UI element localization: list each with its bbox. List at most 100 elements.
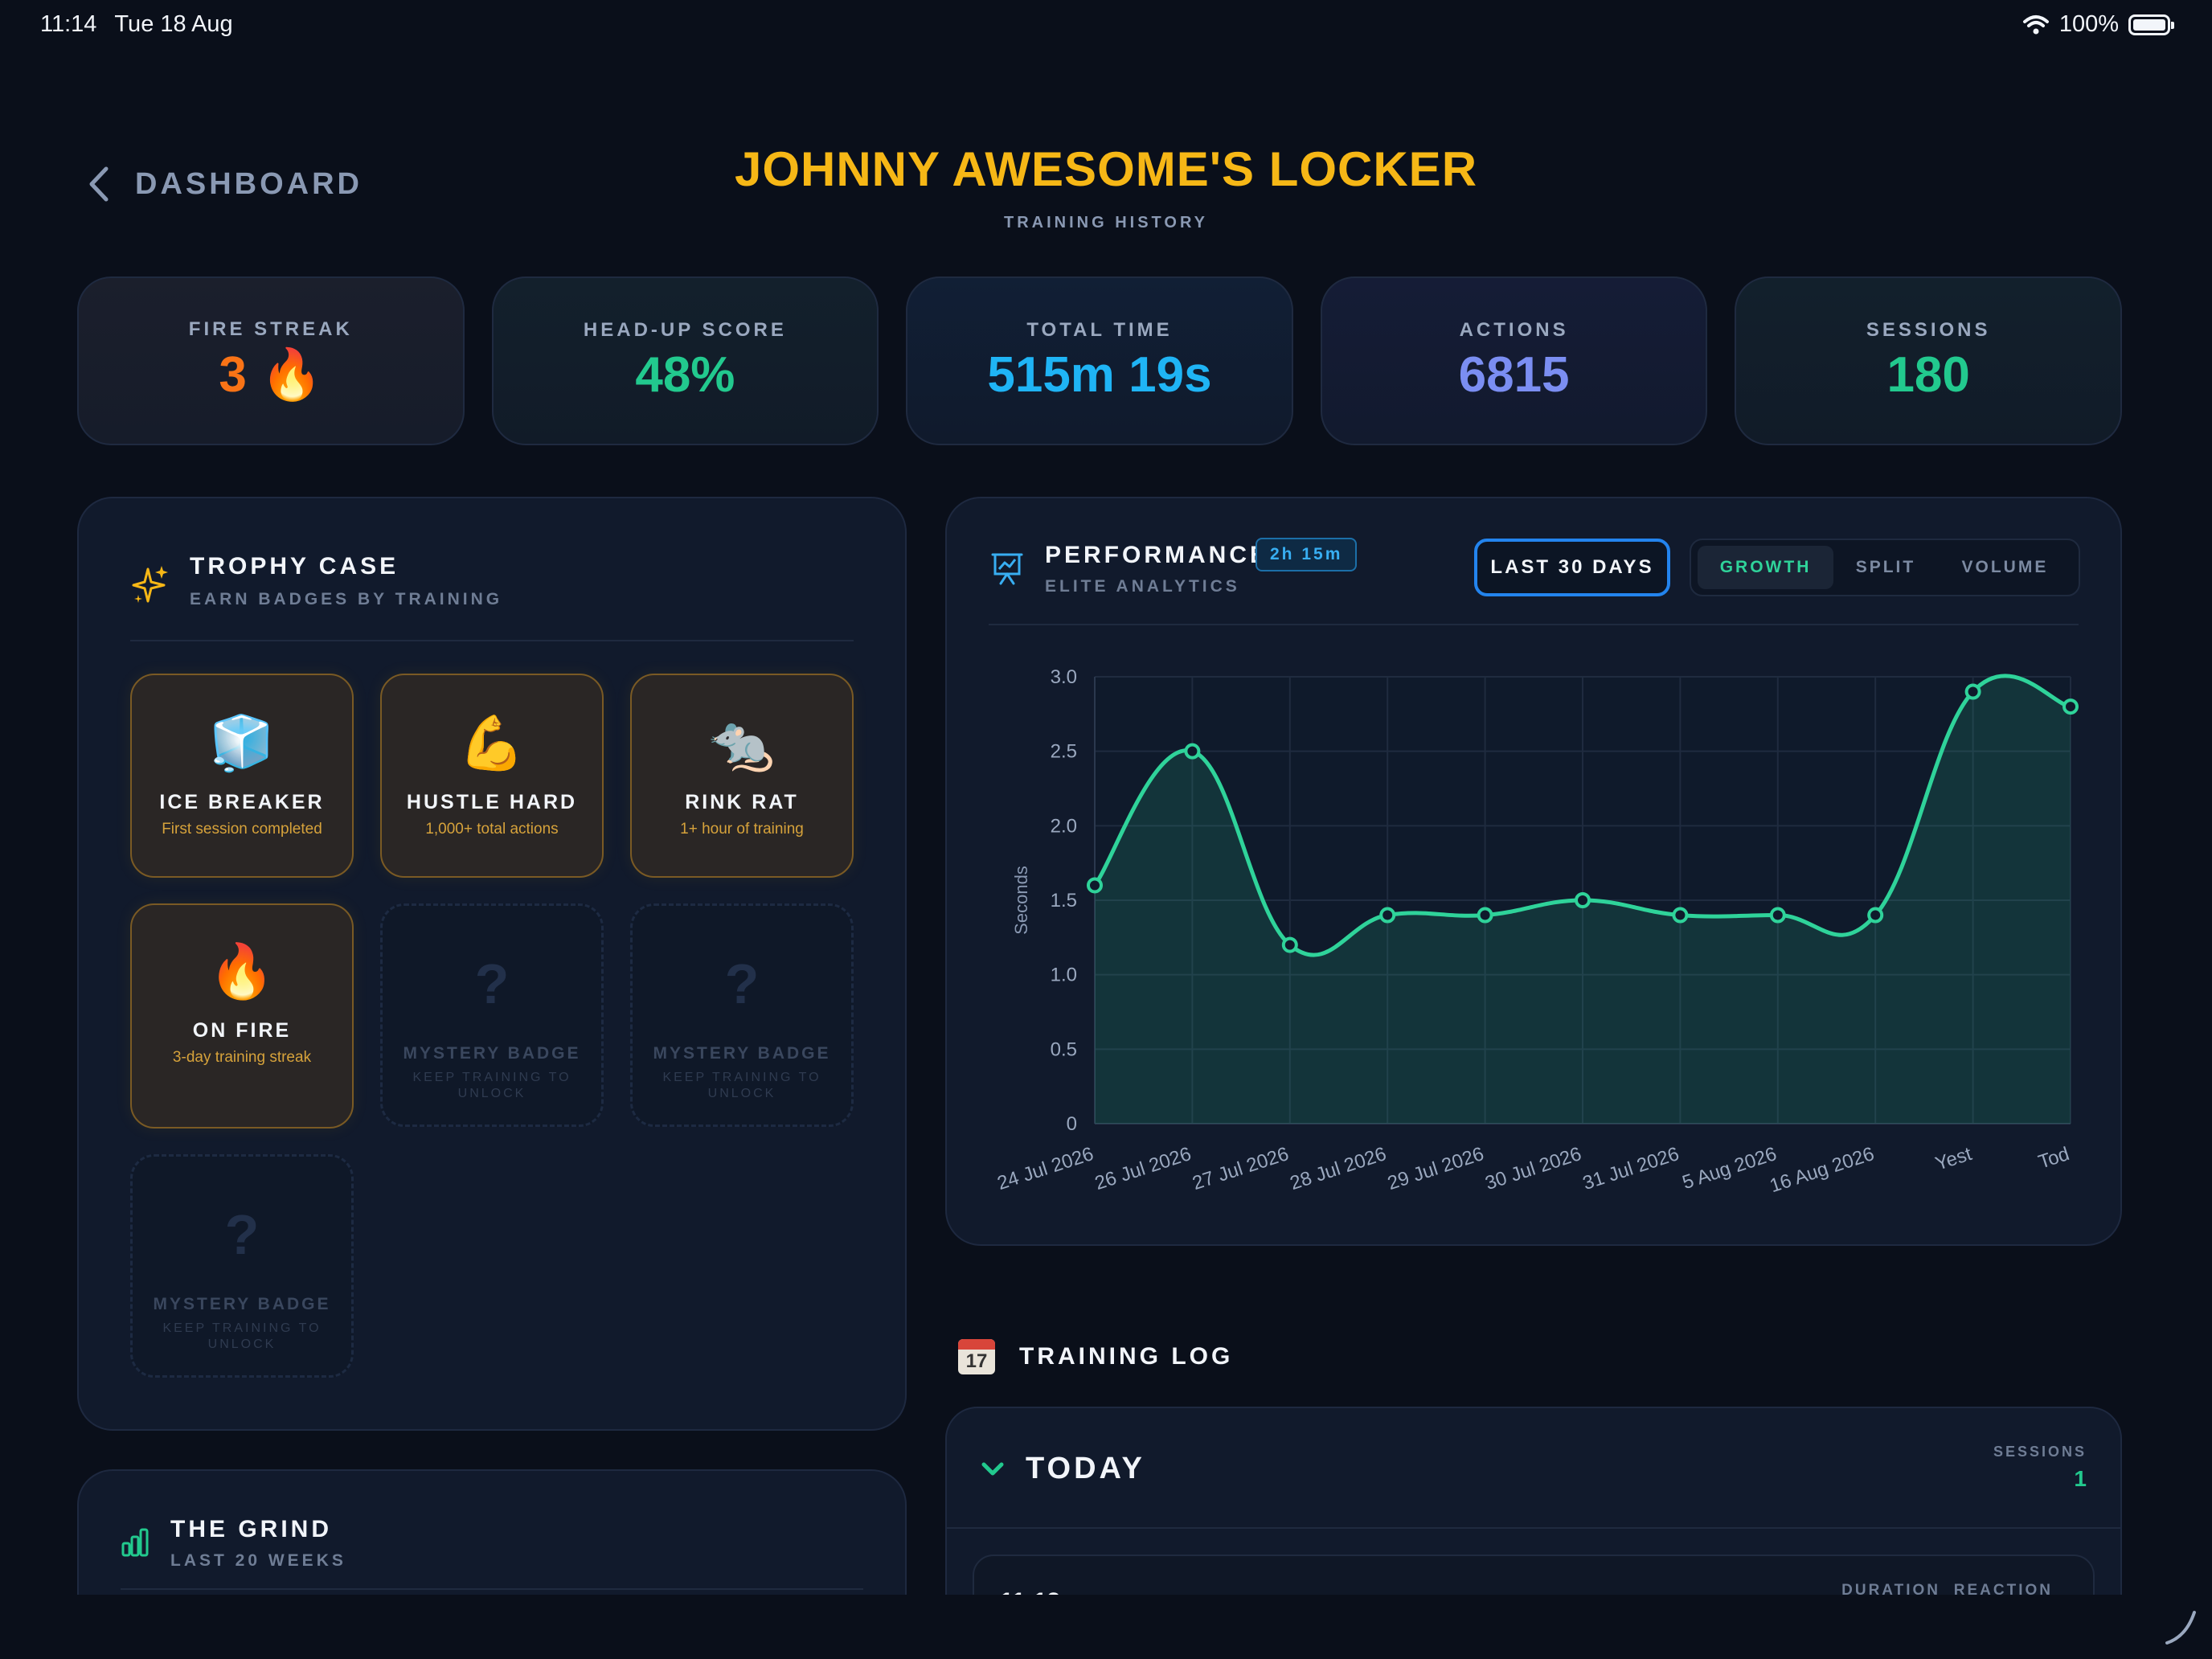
x-tick-label: 29 Jul 2026 <box>1385 1143 1486 1194</box>
badge-name: RINK RAT <box>685 791 799 813</box>
badge-name: ON FIRE <box>192 1019 292 1042</box>
page-title: JOHNNY AWESOME'S LOCKER <box>734 142 1478 196</box>
badge-name: HUSTLE HARD <box>406 791 578 813</box>
stat-value: 6815 <box>1458 346 1570 403</box>
x-tick-label: 24 Jul 2026 <box>994 1143 1096 1194</box>
y-tick-label: 0 <box>1067 1113 1077 1135</box>
y-tick-label: 3.0 <box>1051 666 1077 688</box>
badge-desc: 1,000+ total actions <box>425 821 559 838</box>
stat-value: 180 <box>1886 346 1970 403</box>
divider <box>130 640 854 641</box>
segment-volume[interactable]: VOLUME <box>1961 558 2049 576</box>
stat-label: FIRE STREAK <box>188 317 353 340</box>
x-tick-label: 31 Jul 2026 <box>1580 1143 1682 1194</box>
badge-on-fire[interactable]: 🔥 ON FIRE 3-day training streak <box>130 903 354 1129</box>
data-point <box>1477 907 1493 924</box>
divider <box>989 624 2079 625</box>
badge-mystery[interactable]: ? MYSTERY BADGE KEEP TRAINING TO UNLOCK <box>630 903 854 1127</box>
rat-icon: 🐀 <box>708 713 776 772</box>
data-point <box>1769 907 1786 924</box>
battery-icon <box>2128 14 2174 35</box>
data-point <box>1575 892 1591 908</box>
y-tick-label: 1.5 <box>1051 890 1077 911</box>
sessions-label: SESSIONS <box>1993 1444 2087 1460</box>
question-mark-icon: ? <box>224 1203 260 1266</box>
presentation-chart-icon <box>991 553 1023 585</box>
battery-percent: 100% <box>2058 11 2119 37</box>
fire-icon: 🔥 <box>208 941 276 1001</box>
stat-value: 48% <box>635 346 735 403</box>
calendar-day: 17 <box>965 1350 988 1372</box>
y-axis-label: Seconds <box>1011 866 1031 935</box>
badge-desc: KEEP TRAINING TO UNLOCK <box>662 1071 821 1100</box>
wifi-icon <box>2022 14 2049 34</box>
bottom-overlay <box>0 1595 2212 1659</box>
status-right: 100% <box>2022 11 2174 38</box>
badge-rink-rat[interactable]: 🐀 RINK RAT 1+ hour of training <box>630 674 854 878</box>
status-time: 11:14 <box>40 11 97 37</box>
stat-card-total-time: TOTAL TIME 515m 19s <box>906 276 1293 445</box>
segment-growth[interactable]: GROWTH <box>1698 546 1834 589</box>
stat-label: SESSIONS <box>1866 318 1991 341</box>
flexed-bicep-icon: 💪 <box>458 713 526 772</box>
badge-name: MYSTERY BADGE <box>153 1295 331 1313</box>
data-point <box>1964 683 1981 700</box>
y-tick-label: 2.5 <box>1051 741 1077 763</box>
y-tick-label: 1.0 <box>1051 965 1077 986</box>
data-point <box>1867 907 1884 924</box>
badge-name: MYSTERY BADGE <box>403 1044 581 1063</box>
ice-cube-icon: 🧊 <box>208 713 276 772</box>
duration-header: DURATION <box>1841 1582 1940 1599</box>
back-label: DASHBOARD <box>135 166 363 201</box>
reaction-header: REACTION <box>1953 1582 2053 1599</box>
status-date: Tue 18 Aug <box>114 11 233 37</box>
sessions-count: 1 <box>2074 1466 2087 1491</box>
data-point <box>1281 936 1298 953</box>
badge-desc: 3-day training streak <box>172 1049 312 1066</box>
badge-name: MYSTERY BADGE <box>653 1044 831 1063</box>
performance-title: PERFORMANCE <box>1045 542 1270 568</box>
stat-card-sessions: SESSIONS 180 <box>1735 276 2122 445</box>
stat-card-head-up-score: HEAD-UP SCORE 48% <box>491 276 879 445</box>
data-point <box>1672 907 1689 924</box>
sparkles-icon <box>132 566 168 603</box>
question-mark-icon: ? <box>474 952 510 1015</box>
stat-label: TOTAL TIME <box>1026 318 1173 341</box>
time-pill: 2h 15m <box>1256 538 1358 571</box>
page-subtitle: TRAINING HISTORY <box>1003 214 1208 231</box>
grind-subtitle: LAST 20 WEEKS <box>170 1551 346 1570</box>
scroll-indicator-icon <box>2165 1611 2196 1645</box>
series-area <box>1095 675 2071 1124</box>
stats-row: FIRE STREAK 3 🔥 HEAD-UP SCORE 48% TOTAL … <box>77 276 2122 445</box>
badge-ice-breaker[interactable]: 🧊 ICE BREAKER First session completed <box>130 674 354 878</box>
badge-desc: KEEP TRAINING TO UNLOCK <box>412 1071 571 1100</box>
view-segmented-control: GROWTH SPLIT VOLUME <box>1690 539 2080 596</box>
x-tick-label: 30 Jul 2026 <box>1482 1143 1583 1194</box>
data-point <box>2062 698 2079 715</box>
grind-title: THE GRIND <box>170 1516 332 1542</box>
x-tick-label: 16 Aug 2026 <box>1767 1143 1877 1197</box>
stat-value: 515m 19s <box>987 346 1212 403</box>
x-tick-label: 5 Aug 2026 <box>1680 1143 1780 1194</box>
question-mark-icon: ? <box>724 952 760 1015</box>
x-tick-label: Tod <box>2036 1143 2072 1174</box>
divider <box>121 1588 863 1590</box>
back-button[interactable]: DASHBOARD <box>87 166 363 203</box>
today-group-header[interactable]: TODAY <box>981 1452 1145 1486</box>
performance-panel: PERFORMANCE ELITE ANALYTICS 0 0.5 1.0 1.5 2.… <box>945 497 2122 1246</box>
y-tick-label: 2.0 <box>1051 815 1077 837</box>
badge-hustle-hard[interactable]: 💪 HUSTLE HARD 1,000+ total actions <box>380 674 604 878</box>
badge-desc: First session completed <box>162 821 322 838</box>
date-range-button[interactable]: LAST 30 DAYS <box>1474 539 1670 596</box>
data-point <box>1379 907 1396 924</box>
x-tick-label: 27 Jul 2026 <box>1190 1143 1291 1194</box>
trophy-case-panel: TROPHY CASE EARN BADGES BY TRAINING 🧊 IC… <box>77 497 907 1431</box>
training-log-header: 17 TRAINING LOG <box>958 1339 1233 1374</box>
stat-value: 3 🔥 <box>219 346 323 403</box>
x-tick-label: 28 Jul 2026 <box>1288 1143 1389 1194</box>
badge-mystery[interactable]: ? MYSTERY BADGE KEEP TRAINING TO UNLOCK <box>380 903 604 1127</box>
performance-subtitle: ELITE ANALYTICS <box>1045 577 1240 596</box>
segment-split[interactable]: SPLIT <box>1855 558 1916 576</box>
badge-mystery[interactable]: ? MYSTERY BADGE KEEP TRAINING TO UNLOCK <box>130 1154 354 1378</box>
